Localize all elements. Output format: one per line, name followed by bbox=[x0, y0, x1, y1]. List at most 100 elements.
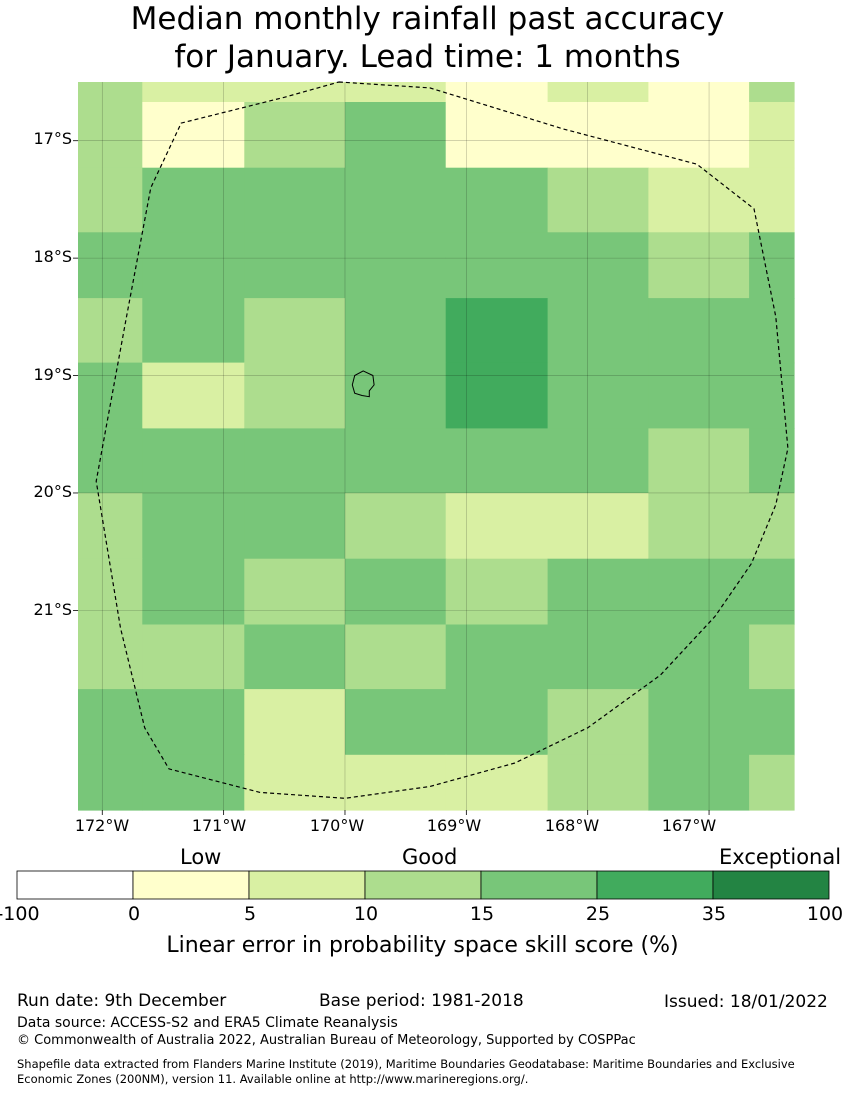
grid-cell bbox=[244, 754, 346, 811]
graticule bbox=[73, 82, 794, 815]
grid-cell bbox=[547, 558, 649, 626]
grid-cell bbox=[244, 493, 346, 560]
grid-cell bbox=[345, 624, 447, 690]
shapefile-credit-line-2: Economic Zones (200NM), version 11. Avai… bbox=[17, 1072, 529, 1086]
grid-cell bbox=[78, 102, 143, 169]
grid-cell bbox=[749, 558, 795, 626]
title-line-2: for January. Lead time: 1 months bbox=[174, 39, 681, 75]
grid-cell bbox=[648, 167, 750, 233]
colorbar-tick-25: 25 bbox=[585, 903, 611, 925]
island-outline bbox=[351, 370, 375, 398]
grid-cell bbox=[445, 102, 549, 169]
category-exceptional: Exceptional bbox=[719, 845, 842, 869]
grid-cell bbox=[142, 558, 245, 626]
grid-cell bbox=[445, 558, 549, 626]
grid-cell bbox=[244, 689, 346, 756]
grid-cell bbox=[547, 82, 649, 103]
category-good: Good bbox=[402, 845, 458, 869]
grid-cell bbox=[648, 232, 750, 299]
title-line-1: Median monthly rainfall past accuracy bbox=[130, 1, 725, 37]
grid-cell bbox=[547, 624, 649, 690]
grid-cell bbox=[142, 624, 245, 690]
colorbar-swatch bbox=[712, 870, 830, 900]
grid-cell bbox=[244, 232, 346, 299]
lon-tick-171w: 171°W bbox=[191, 816, 247, 835]
grid-cell bbox=[142, 754, 245, 811]
copyright: © Commonwealth of Australia 2022, Austra… bbox=[17, 1033, 636, 1048]
grid-cell bbox=[78, 362, 143, 429]
grid-cell bbox=[648, 298, 750, 364]
grid-cell bbox=[749, 82, 795, 103]
shapefile-credit-line-1: Shapefile data extracted from Flanders M… bbox=[17, 1057, 795, 1071]
colorbar-tick-10: 10 bbox=[353, 903, 379, 925]
grid-cell bbox=[749, 754, 795, 811]
colorbar-tick-35: 35 bbox=[701, 903, 727, 925]
grid-cell bbox=[345, 167, 447, 233]
grid-cell bbox=[648, 82, 750, 103]
grid-cell bbox=[78, 689, 143, 756]
grid-cell bbox=[78, 167, 143, 233]
lon-tick-168w: 168°W bbox=[544, 816, 600, 835]
grid-cell bbox=[749, 428, 795, 494]
grid-cell bbox=[445, 82, 549, 103]
skill-score-grid bbox=[78, 82, 795, 811]
colorbar-tick-minus100: -100 bbox=[0, 903, 40, 925]
grid-cell bbox=[648, 558, 750, 626]
grid-cell bbox=[244, 102, 346, 169]
colorbar-swatch bbox=[16, 870, 134, 900]
grid-cell bbox=[445, 493, 549, 560]
colorbar-swatch bbox=[132, 870, 250, 900]
lat-tick-21s: 21°S bbox=[33, 600, 72, 619]
colorbar bbox=[16, 870, 830, 900]
grid-cell bbox=[142, 298, 245, 364]
colorbar-swatch bbox=[248, 870, 366, 900]
grid-cell bbox=[142, 362, 245, 429]
grid-cell bbox=[749, 362, 795, 429]
grid-cell bbox=[648, 493, 750, 560]
grid-cell bbox=[445, 298, 549, 364]
grid-cell bbox=[445, 689, 549, 756]
grid-cell bbox=[445, 754, 549, 811]
grid-cell bbox=[142, 689, 245, 756]
grid-cell bbox=[547, 493, 649, 560]
grid-cell bbox=[244, 82, 346, 103]
grid-cell bbox=[345, 102, 447, 169]
colorbar-swatch bbox=[364, 870, 482, 900]
grid-cell bbox=[142, 82, 245, 103]
grid-cell bbox=[547, 167, 649, 233]
grid-cell bbox=[547, 754, 649, 811]
grid-cell bbox=[445, 624, 549, 690]
lon-tick-167w: 167°W bbox=[661, 816, 717, 835]
data-source: Data source: ACCESS-S2 and ERA5 Climate … bbox=[17, 1015, 398, 1031]
grid-cell bbox=[648, 754, 750, 811]
grid-cell bbox=[445, 232, 549, 299]
colorbar-tick-15: 15 bbox=[469, 903, 495, 925]
lat-tick-19s: 19°S bbox=[33, 365, 72, 384]
grid-cell bbox=[244, 298, 346, 364]
grid-cell bbox=[78, 232, 143, 299]
grid-cell bbox=[345, 298, 447, 364]
category-low: Low bbox=[180, 845, 222, 869]
grid-cell bbox=[749, 298, 795, 364]
grid-cell bbox=[78, 428, 143, 494]
grid-cell bbox=[547, 298, 649, 364]
grid-cell bbox=[244, 624, 346, 690]
grid-cell bbox=[78, 624, 143, 690]
grid-cell bbox=[445, 167, 549, 233]
colorbar-tick-5: 5 bbox=[243, 903, 257, 925]
grid-cell bbox=[547, 102, 649, 169]
lat-tick-17s: 17°S bbox=[33, 129, 72, 148]
colorbar-tick-0: 0 bbox=[127, 903, 141, 925]
lat-tick-18s: 18°S bbox=[33, 247, 72, 266]
grid-cell bbox=[345, 428, 447, 494]
grid-cell bbox=[345, 754, 447, 811]
grid-cell bbox=[244, 558, 346, 626]
colorbar-swatch bbox=[480, 870, 598, 900]
grid-cell bbox=[749, 102, 795, 169]
grid-cell bbox=[547, 232, 649, 299]
grid-cell bbox=[78, 493, 143, 560]
grid-cell bbox=[749, 689, 795, 756]
grid-cell bbox=[445, 362, 549, 429]
grid-cell bbox=[648, 689, 750, 756]
